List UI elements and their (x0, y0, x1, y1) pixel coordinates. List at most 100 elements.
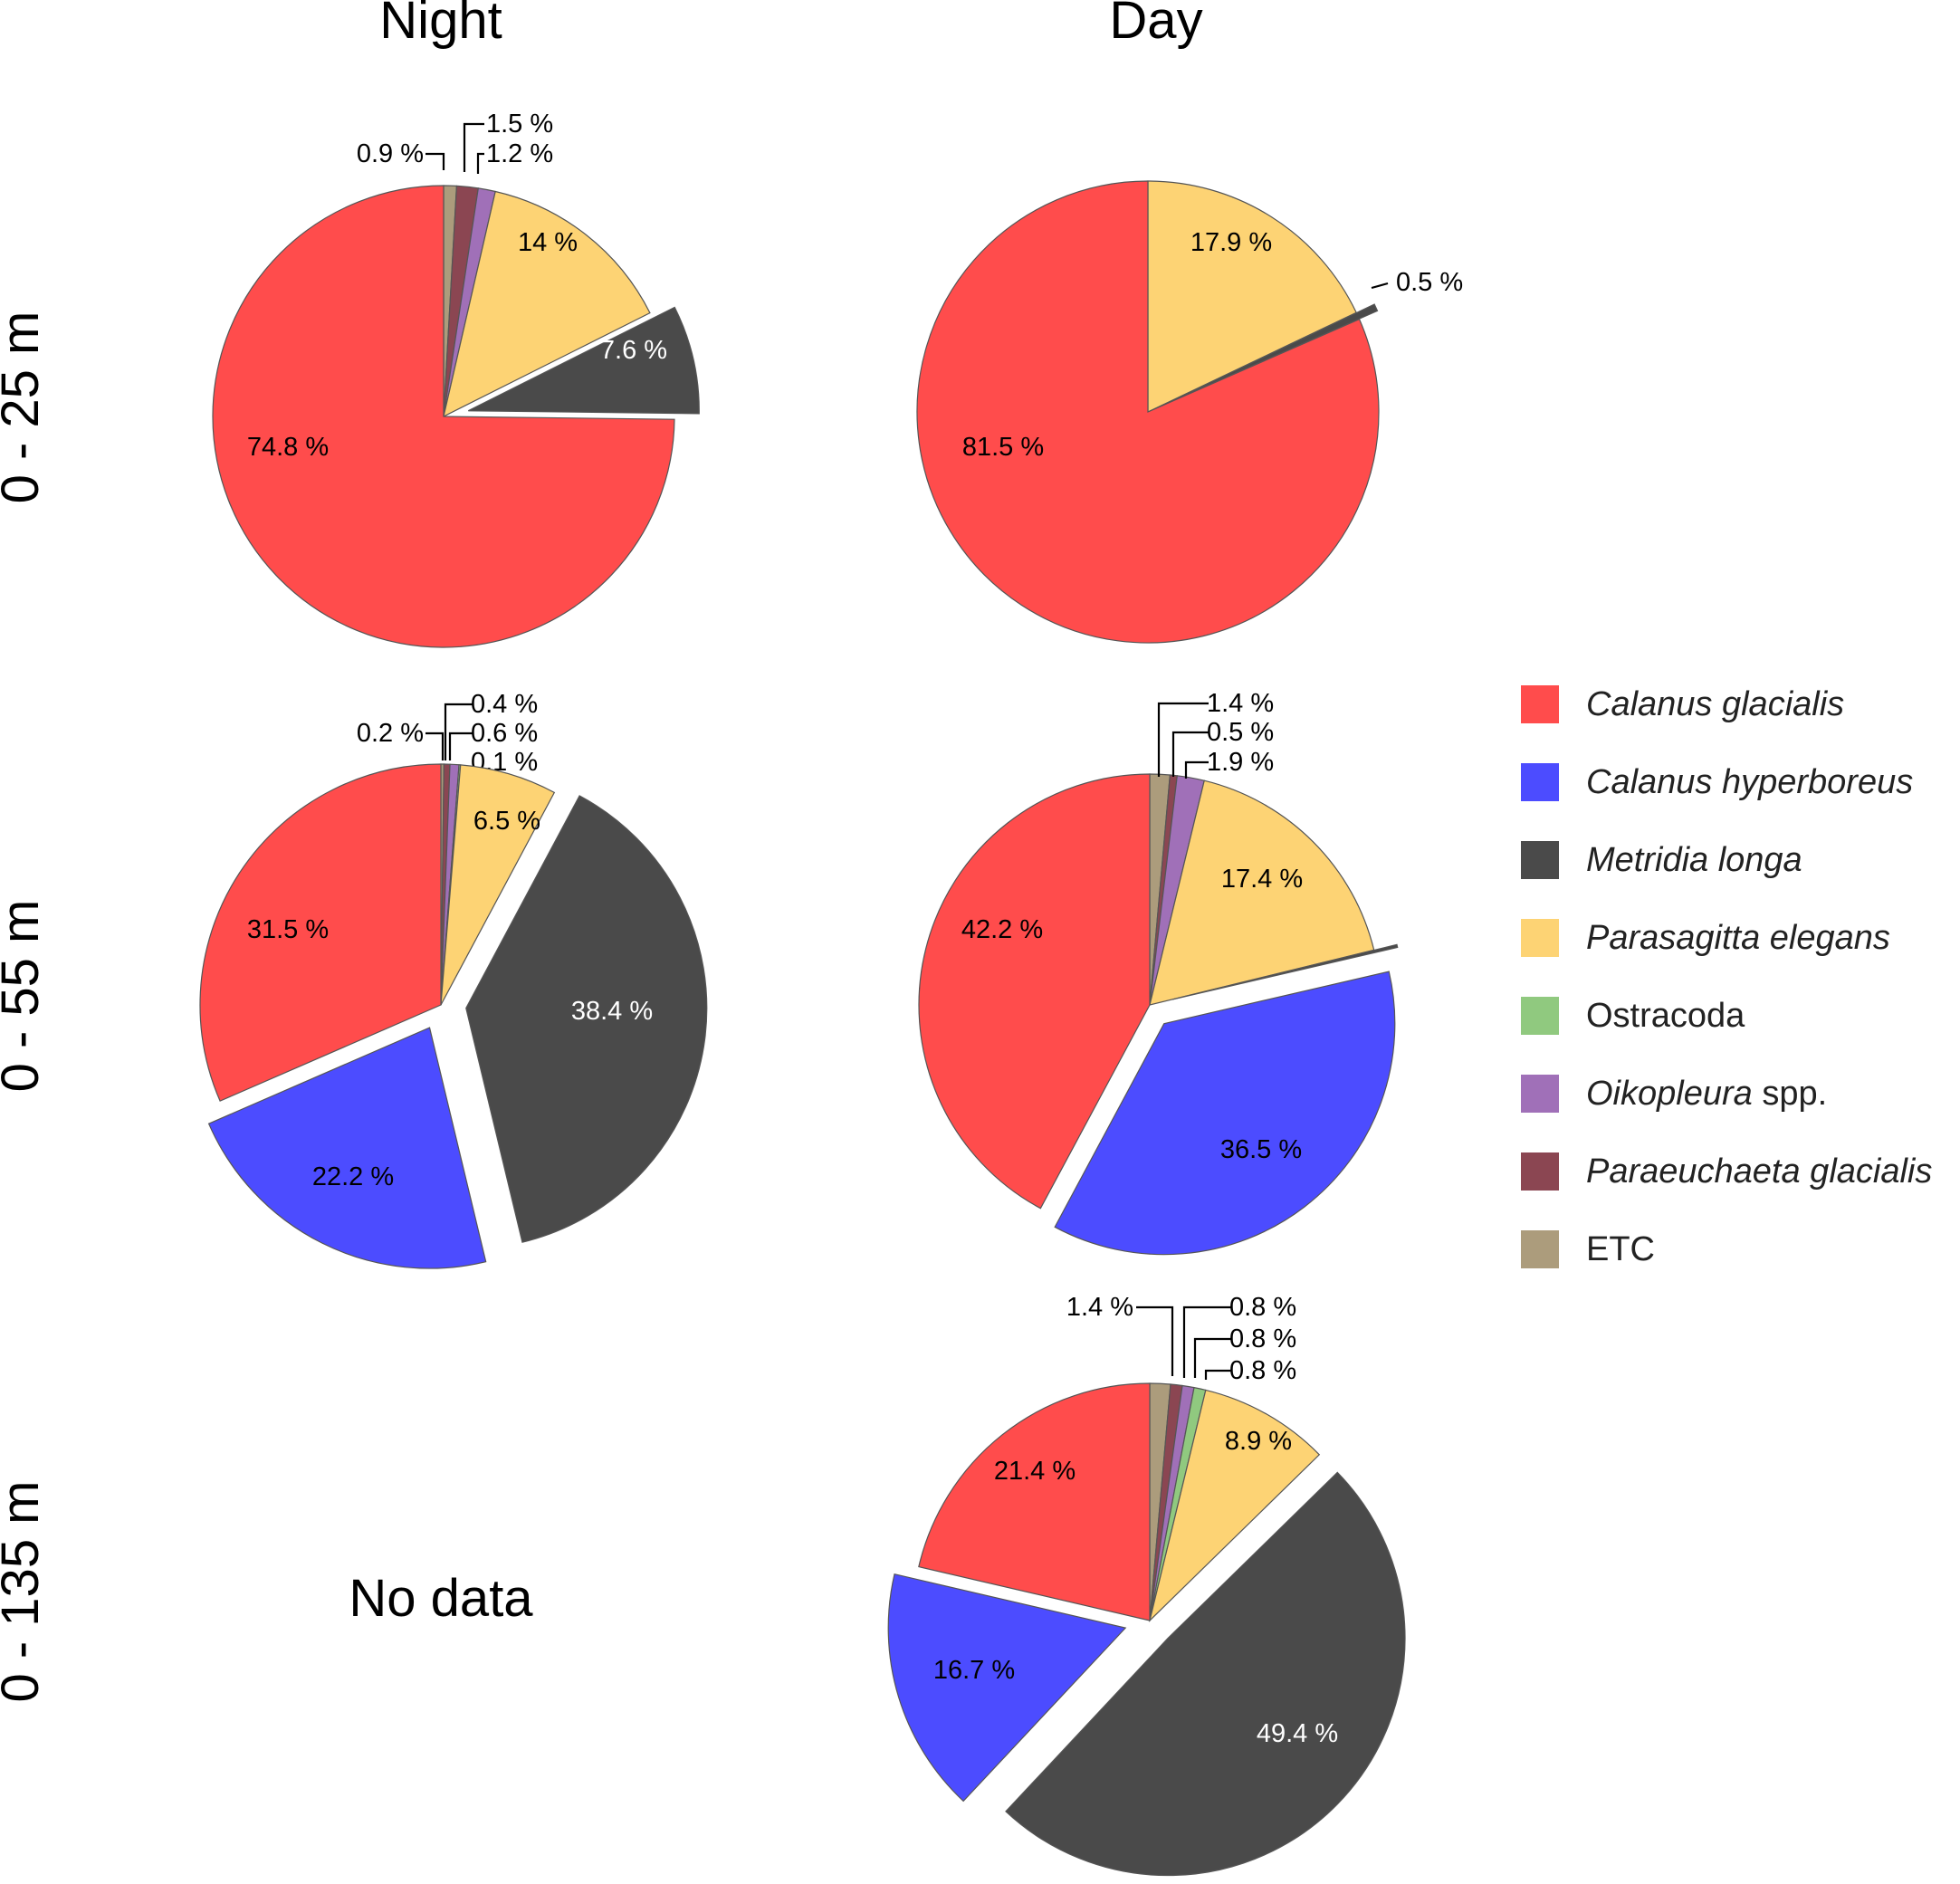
slice-ch (207, 1027, 487, 1269)
legend-swatch-cg (1521, 685, 1559, 723)
slice-label-pe: 17.9 % (1190, 228, 1272, 257)
legend-label-cg: Calanus glacialis (1586, 685, 1844, 723)
leader-line-pg (1171, 731, 1209, 777)
legend-label-text: Paraeuchaeta glacialis (1586, 1152, 1932, 1191)
slice-ml (465, 795, 708, 1243)
callout-label-etc: 0.9 % (357, 139, 424, 168)
leader-line-pg (1182, 1305, 1231, 1378)
callout-label-pg: 0.4 % (471, 690, 538, 719)
column-title-day: Day (1109, 0, 1202, 50)
slice-label-cg: 21.4 % (994, 1457, 1076, 1486)
slice-label-ch: 22.2 % (312, 1162, 394, 1191)
legend-swatch-os (1521, 997, 1559, 1035)
slice-cg (212, 185, 675, 648)
legend-label-text: ETC (1586, 1230, 1655, 1268)
slice-ml (468, 306, 700, 415)
slice-pe (440, 764, 556, 1006)
legend-label-text: Calanus glacialis (1586, 685, 1844, 723)
legend-swatch-ch (1521, 763, 1559, 801)
slice-pe (1149, 779, 1375, 1006)
callout-label-os: 0.8 % (1229, 1356, 1296, 1385)
pie-day-0-135: 1.4 % 0.8 % 0.8 % 0.8 % 8.9 % 49.4 % 16.7 % 21.… (887, 1293, 1406, 1877)
slice-label-cg: 42.2 % (961, 915, 1043, 944)
slice-pe (443, 190, 651, 418)
legend-swatch-pg (1521, 1152, 1559, 1191)
leader-line-pg (463, 122, 484, 172)
slice-pe (1148, 1389, 1321, 1622)
slice-label-ml: 38.4 % (571, 997, 653, 1026)
legend-label-oi: Oikopleura spp. (1586, 1075, 1827, 1113)
legend-swatch-etc (1521, 1230, 1559, 1268)
slice-ml (1172, 943, 1399, 1000)
slice-ml (1005, 1471, 1406, 1877)
legend-label-text: Oikopleura (1586, 1075, 1753, 1113)
legend-label-text: Ostracoda (1586, 997, 1745, 1035)
leader-line-oi (1184, 760, 1209, 779)
legend-label-ch: Calanus hyperboreus (1586, 763, 1913, 801)
leader-line-ml (1371, 282, 1389, 290)
leader-line-oi (476, 152, 484, 174)
leader-line-pg (444, 703, 473, 760)
leader-line-oi (1193, 1337, 1231, 1378)
no-data-label: No data (349, 1569, 533, 1628)
slice-label-pe: 6.5 % (473, 807, 540, 836)
leader-line-etc (425, 732, 445, 760)
slice-label-pe: 8.9 % (1225, 1427, 1292, 1456)
callout-label-pg: 1.5 % (486, 110, 553, 139)
legend-label-text: Parasagitta elegans (1586, 919, 1890, 957)
slice-label-pe: 14 % (518, 228, 578, 257)
legend-label-ml: Metridia longa (1586, 841, 1802, 879)
row-title-0-25: 0 - 25 m (0, 311, 50, 504)
leader-line-etc (1157, 702, 1209, 777)
slice-label-cg: 31.5 % (247, 915, 329, 944)
legend-label-os: Ostracoda (1586, 997, 1745, 1035)
callout-label-etc: 0.2 % (357, 719, 424, 748)
leader-line-etc (1136, 1305, 1174, 1376)
slice-ch (887, 1573, 1127, 1803)
slice-label-pe: 17.4 % (1221, 865, 1303, 894)
callout-label-oi: 1.2 % (486, 139, 553, 168)
leader-line-os (1204, 1369, 1231, 1380)
slice-label-cg: 81.5 % (962, 433, 1044, 462)
slice-pe (1147, 180, 1357, 413)
pie-day-0-25: 17.9 % 0.5 % 81.5 % (916, 180, 1463, 644)
row-title-0-55: 0 - 55 m (0, 900, 50, 1093)
legend: Calanus glacialis Calanus hyperboreus Metr… (1521, 685, 1932, 1268)
callout-label-ml: 0.5 % (1396, 268, 1463, 297)
slice-ch (1054, 971, 1396, 1256)
leader-line-oi (448, 732, 473, 760)
legend-label-text: Metridia longa (1586, 841, 1802, 879)
slice-label-ml: 49.4 % (1257, 1719, 1338, 1748)
legend-label-suffix: spp. (1753, 1075, 1827, 1113)
slice-label-ml: 7.6 % (600, 336, 667, 365)
legend-swatch-ml (1521, 841, 1559, 879)
callout-label-etc: 1.4 % (1066, 1293, 1133, 1322)
slice-cg (918, 773, 1151, 1210)
row-title-0-135: 0 - 135 m (0, 1481, 50, 1703)
legend-swatch-oi (1521, 1075, 1559, 1113)
pie-night-0-55: 0.2 %0.4 %0.6 %0.1 %6.5 %38.4 %22.2 %31.… (199, 690, 708, 1269)
pie-day-0-55: 1.4 %0.5 %1.9 % 17.4 % 36.5 % 42.2 % (918, 689, 1399, 1256)
legend-label-pg: Paraeuchaeta glacialis (1586, 1152, 1932, 1191)
callout-label-oi: 0.6 % (471, 719, 538, 748)
slice-ml (1165, 303, 1379, 405)
callout-label-pg: 0.8 % (1229, 1293, 1296, 1322)
legend-label-text: Calanus hyperboreus (1586, 763, 1913, 801)
column-title-night: Night (379, 0, 502, 50)
slice-label-cg: 74.8 % (247, 433, 329, 462)
slice-cg (916, 180, 1380, 644)
callout-label-oi: 1.9 % (1207, 748, 1274, 777)
callout-label-pg: 0.5 % (1207, 718, 1274, 747)
slice-label-ch: 16.7 % (933, 1656, 1015, 1685)
slice-cg (918, 1382, 1151, 1621)
legend-label-etc: ETC (1586, 1230, 1655, 1268)
slice-label-ch: 36.5 % (1220, 1135, 1302, 1164)
legend-swatch-pe (1521, 919, 1559, 957)
callout-label-oi: 0.8 % (1229, 1325, 1296, 1353)
pie-night-0-25: 0.9 % 1.5 %1.2 % 14 % 7.6 % 74.8 % (212, 110, 700, 648)
legend-label-pe: Parasagitta elegans (1586, 919, 1890, 957)
callout-label-etc: 1.4 % (1207, 689, 1274, 718)
slice-cg (199, 763, 442, 1102)
leader-line-etc (425, 152, 445, 170)
